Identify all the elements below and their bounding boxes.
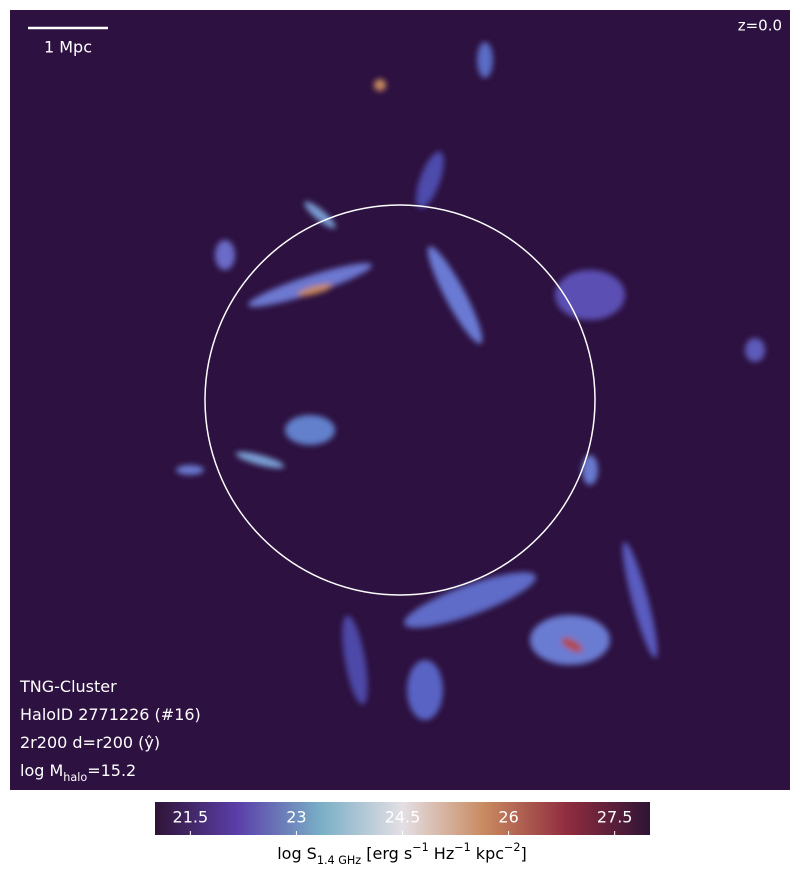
filament [477,42,493,78]
map-background [10,10,790,790]
superscript: −2 [504,841,521,854]
annotation: log Mhalo=15.2 [20,761,136,784]
text-part: log M [20,761,63,780]
filament [622,542,658,658]
colorbar-tick-label: 23 [286,808,306,827]
cluster-blob [582,455,598,485]
colorbar-tick-label: 26 [498,808,518,827]
cluster-blob [215,240,235,270]
cluster-blob [285,415,335,445]
cluster-blob [561,637,583,653]
filament [404,572,536,628]
colorbar-tick-label: 24.5 [385,808,421,827]
annotation: TNG-Cluster [19,677,117,696]
text-part: TNG-Cluster [19,677,117,696]
filament [416,151,444,209]
filament [297,283,333,297]
colorbar [155,802,650,835]
subscript: halo [63,771,87,784]
r200-circle [204,204,596,596]
subscript: 1.4 GHz [317,854,361,867]
annotation: HaloID 2771226 (#16) [20,705,201,724]
scale-bar-label: 1 Mpc [44,38,92,57]
filament [248,263,372,307]
text-part: log S [277,844,317,863]
annotation: 2r200 d=r200 (ŷ) [20,733,160,752]
cluster-blob [555,270,625,320]
colorbar-tick-label: 21.5 [173,808,209,827]
colorbar-tick-label: 27.5 [597,808,633,827]
filament [304,201,336,229]
filament [407,660,443,720]
text-part: ] [521,844,527,863]
text-part: Hz [429,844,455,863]
filament [342,615,368,705]
superscript: −1 [412,841,429,854]
superscript: −1 [454,841,471,854]
text-part: 2r200 d=r200 (ŷ) [20,733,160,752]
filament [235,451,285,469]
colorbar-label: log S1.4 GHz [erg s−1 Hz−1 kpc−2] [277,841,527,867]
text-part: [erg s [361,844,412,863]
redshift-label: z=0.0 [738,17,782,35]
colorbar-ticks: 21.5 23 24.5 26 27.5 [173,808,633,835]
text-part: =15.2 [87,761,136,780]
text-part: HaloID 2771226 (#16) [20,705,201,724]
filament [427,246,483,344]
annotations: TNG-Cluster HaloID 2771226 (#16) 2r200 d=r… [19,677,201,784]
text-part: kpc [471,844,504,863]
cluster-blob [374,79,386,91]
cluster-blob [176,465,204,475]
cluster-blob [745,338,765,362]
